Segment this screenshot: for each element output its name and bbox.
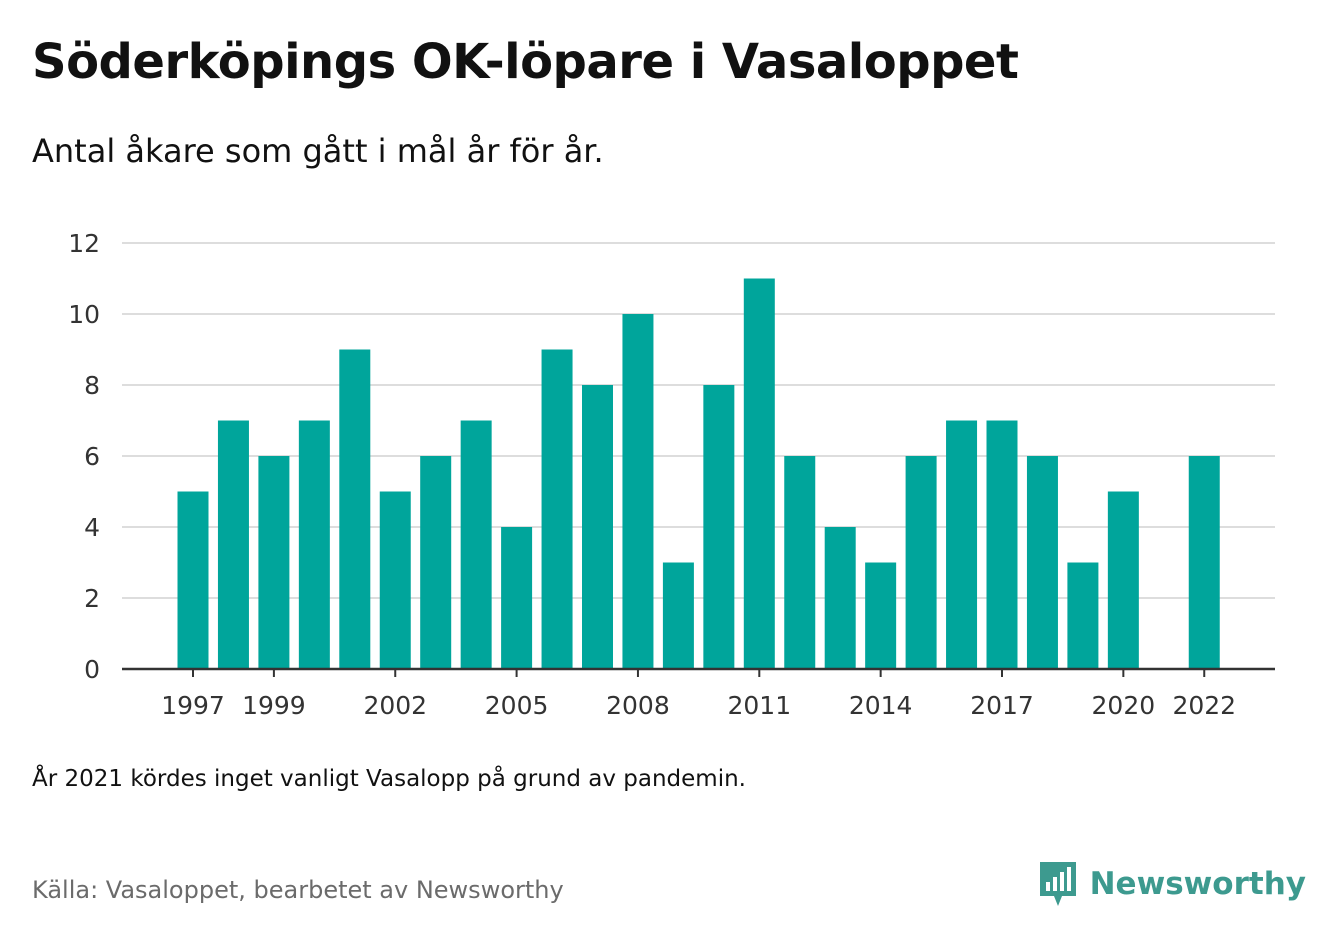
bar-2002 bbox=[379, 491, 411, 669]
bar-2006 bbox=[541, 349, 573, 669]
bar-1999 bbox=[258, 456, 290, 669]
x-tick-label: 2008 bbox=[606, 691, 670, 720]
bar-2007 bbox=[582, 385, 613, 669]
bar-2012 bbox=[784, 456, 816, 669]
y-tick-label: 10 bbox=[68, 300, 100, 329]
gridlines bbox=[122, 242, 1275, 599]
bar-chart-logo-icon bbox=[1039, 862, 1076, 906]
bar-2016 bbox=[946, 420, 978, 669]
x-tick-label: 2002 bbox=[363, 691, 427, 720]
y-tick-label: 12 bbox=[68, 229, 100, 258]
x-tick-label: 2011 bbox=[727, 691, 791, 720]
x-tick-label: 2014 bbox=[849, 691, 913, 720]
bar-2011 bbox=[743, 278, 775, 669]
brand-name: Newsworthy bbox=[1089, 866, 1306, 902]
chart-note: År 2021 kördes inget vanligt Vasalopp på… bbox=[32, 766, 746, 792]
brand-logo: Newsworthy bbox=[1038, 860, 1306, 908]
bar-1998 bbox=[217, 420, 249, 669]
bar-chart: 0 2 4 6 8 10 12 1997 1999 2002 2005 2008 2011 2014 20… bbox=[68, 229, 1275, 720]
bar-2015 bbox=[905, 456, 937, 669]
x-axis-ticks: 1997 1999 2002 2005 2008 2011 2014 2017 2020 2022 bbox=[161, 669, 1236, 720]
bar-2019 bbox=[1067, 562, 1099, 669]
x-tick-label: 2017 bbox=[970, 691, 1034, 720]
bar-2018 bbox=[1026, 456, 1058, 669]
bar-2013 bbox=[824, 527, 856, 669]
bar-2014 bbox=[865, 562, 897, 669]
source-credit: Källa: Vasaloppet, bearbetet av Newswort… bbox=[32, 876, 564, 904]
x-tick-label: 1999 bbox=[242, 691, 306, 720]
x-tick-label: 2022 bbox=[1172, 691, 1236, 720]
chart-subtitle: Antal åkare som gått i mål år för år. bbox=[32, 132, 604, 170]
bar-2005 bbox=[501, 527, 533, 669]
y-tick-label: 8 bbox=[84, 371, 100, 400]
y-tick-label: 2 bbox=[84, 584, 100, 613]
bar-1997 bbox=[177, 491, 209, 669]
bar-2017 bbox=[986, 420, 1018, 669]
y-tick-label: 6 bbox=[84, 442, 100, 471]
bar-2001 bbox=[339, 349, 371, 669]
bar-2010 bbox=[703, 385, 735, 669]
y-tick-label: 4 bbox=[84, 513, 100, 542]
x-tick-label: 2005 bbox=[485, 691, 549, 720]
bar-2009 bbox=[662, 562, 694, 669]
bar-2022 bbox=[1188, 456, 1220, 669]
x-tick-label: 1997 bbox=[161, 691, 225, 720]
bar-2008 bbox=[622, 314, 654, 669]
chart-title: Söderköpings OK-löpare i Vasaloppet bbox=[32, 34, 1019, 90]
bars bbox=[177, 278, 1220, 669]
bar-2000 bbox=[298, 420, 330, 669]
bar-2020 bbox=[1107, 491, 1139, 669]
x-tick-label: 2020 bbox=[1092, 691, 1156, 720]
y-axis-ticks: 0 2 4 6 8 10 12 bbox=[68, 229, 100, 684]
y-tick-label: 0 bbox=[84, 655, 100, 684]
bar-2004 bbox=[460, 420, 492, 669]
bar-2003 bbox=[420, 456, 452, 669]
